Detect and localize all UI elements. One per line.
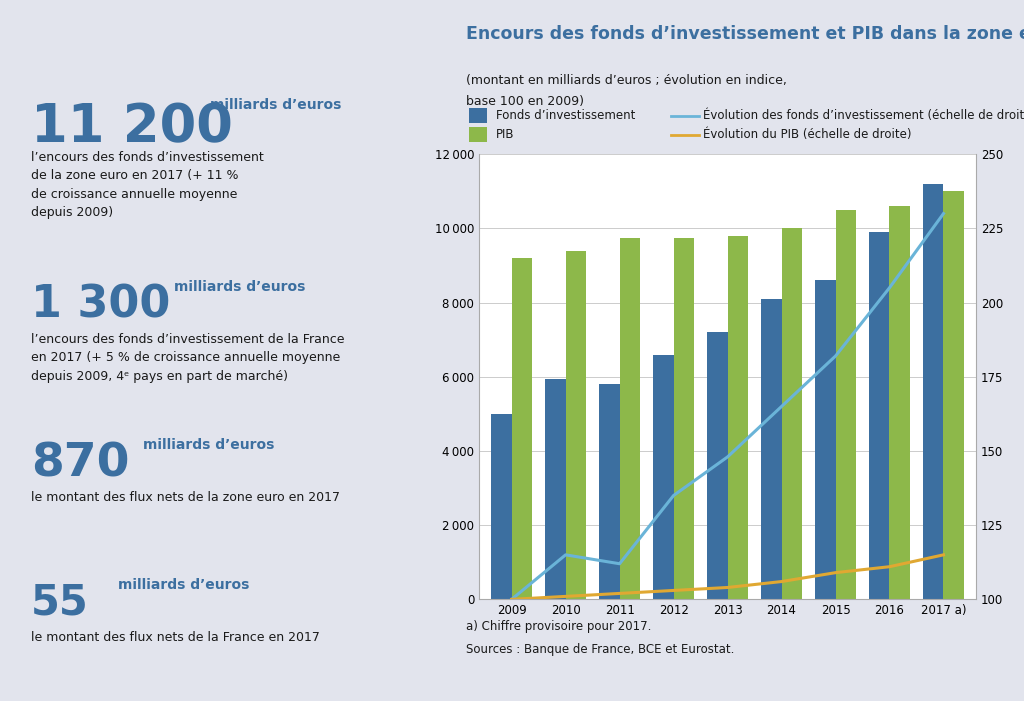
Text: milliards d’euros: milliards d’euros (174, 280, 305, 294)
Text: base 100 en 2009): base 100 en 2009) (466, 95, 584, 108)
Text: Sources : Banque de France, BCE et Eurostat.: Sources : Banque de France, BCE et Euros… (466, 643, 734, 656)
Bar (674, 238, 694, 599)
Text: l’encours des fonds d’investissement de la France
en 2017 (+ 5 % de croissance a: l’encours des fonds d’investissement de … (31, 333, 344, 383)
Text: a) Chiffre provisoire pour 2017.: a) Chiffre provisoire pour 2017. (466, 620, 651, 634)
Text: Fonds d’investissement: Fonds d’investissement (496, 109, 635, 122)
Text: milliards d’euros: milliards d’euros (118, 578, 249, 592)
Text: PIB: PIB (496, 128, 514, 141)
Text: 55: 55 (31, 582, 88, 624)
Bar (620, 238, 640, 599)
Text: le montant des flux nets de la France en 2017: le montant des flux nets de la France en… (31, 631, 319, 644)
Text: 11 200: 11 200 (31, 102, 232, 154)
Bar (869, 232, 890, 599)
Bar (707, 332, 727, 599)
Bar (492, 414, 512, 599)
Bar (469, 108, 487, 123)
Text: 1 300: 1 300 (31, 284, 170, 327)
Bar (890, 206, 910, 599)
Bar (815, 280, 836, 599)
Bar (512, 258, 532, 599)
Bar (943, 191, 964, 599)
Text: (montant en milliards d’euros ; évolution en indice,: (montant en milliards d’euros ; évolutio… (466, 74, 786, 87)
Text: le montant des flux nets de la zone euro en 2017: le montant des flux nets de la zone euro… (31, 491, 340, 504)
Bar (653, 355, 674, 599)
Bar (565, 251, 586, 599)
Bar (761, 299, 781, 599)
Bar (599, 384, 620, 599)
Text: l’encours des fonds d’investissement
de la zone euro en 2017 (+ 11 %
de croissan: l’encours des fonds d’investissement de … (31, 151, 263, 219)
Bar (727, 236, 749, 599)
Text: Encours des fonds d’investissement et PIB dans la zone euro: Encours des fonds d’investissement et PI… (466, 25, 1024, 43)
Text: milliards d’euros: milliards d’euros (210, 98, 341, 112)
Bar (923, 184, 943, 599)
Bar (545, 379, 565, 599)
Bar (469, 127, 487, 142)
Text: Évolution des fonds d’investissement (échelle de droite): Évolution des fonds d’investissement (éc… (703, 109, 1024, 122)
Text: 870: 870 (31, 442, 129, 486)
Bar (781, 229, 802, 599)
Text: milliards d’euros: milliards d’euros (143, 438, 274, 452)
Text: Évolution du PIB (échelle de droite): Évolution du PIB (échelle de droite) (703, 128, 912, 141)
Bar (836, 210, 856, 599)
